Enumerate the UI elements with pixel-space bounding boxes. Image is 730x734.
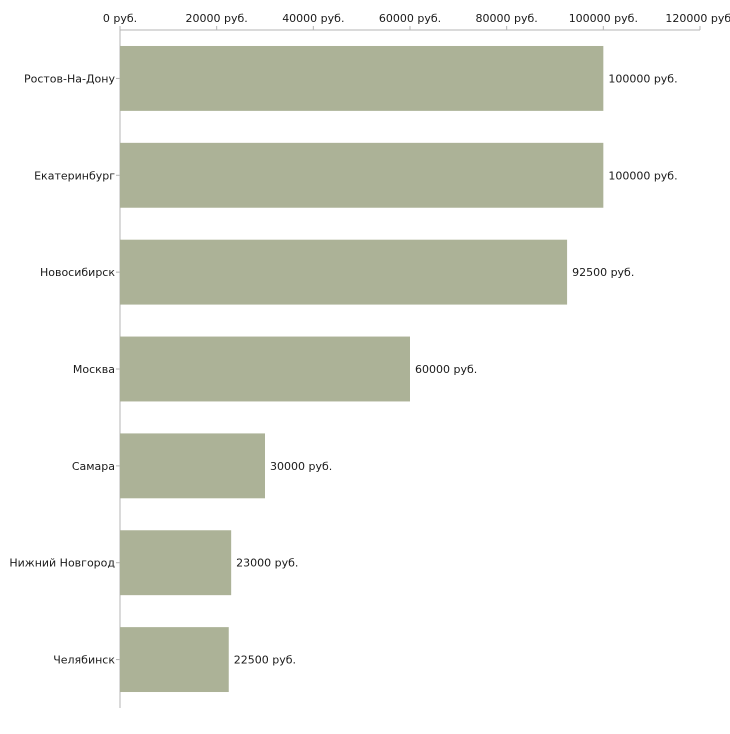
value-label: 22500 руб. [234, 654, 296, 667]
x-tick-label: 20000 руб. [186, 12, 248, 25]
bar [120, 142, 604, 208]
x-tick-label: 120000 руб. [665, 12, 730, 25]
category-label: Новосибирск [40, 266, 115, 279]
x-tick-label: 60000 руб. [379, 12, 441, 25]
category-label: Ростов-На-Дону [24, 72, 115, 85]
x-tick-label: 100000 руб. [569, 12, 638, 25]
x-axis: 0 руб. 20000 руб. 40000 руб. 60000 руб. 8000… [103, 12, 730, 31]
category-label: Москва [73, 363, 115, 376]
bar [120, 530, 232, 596]
value-labels: 100000 руб. 100000 руб. 92500 руб. 60000 ру… [234, 72, 678, 666]
x-tick-label: 80000 руб. [476, 12, 538, 25]
bar [120, 336, 410, 402]
x-tick-label: 0 руб. [103, 12, 137, 25]
category-label: Екатеринбург [34, 169, 115, 182]
category-label: Челябинск [53, 654, 115, 667]
bar [120, 45, 604, 111]
category-labels: Ростов-На-Дону Екатеринбург Новосибирск Мос… [9, 72, 115, 666]
value-label: 23000 руб. [236, 557, 298, 570]
y-axis [116, 30, 121, 708]
category-label: Нижний Новгород [9, 557, 115, 570]
bar [120, 433, 265, 499]
value-label: 100000 руб. [608, 169, 677, 182]
bar [120, 239, 568, 305]
bar [120, 627, 229, 693]
category-label: Самара [72, 460, 115, 473]
value-label: 100000 руб. [608, 72, 677, 85]
value-label: 92500 руб. [572, 266, 634, 279]
bars [120, 45, 604, 693]
value-label: 60000 руб. [415, 363, 477, 376]
x-tick-label: 40000 руб. [282, 12, 344, 25]
value-label: 30000 руб. [270, 460, 332, 473]
